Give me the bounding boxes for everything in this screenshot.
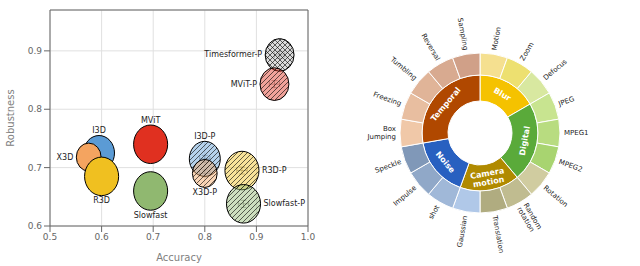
svg-text:Tumbling: Tumbling xyxy=(388,55,418,82)
svg-text:0.8: 0.8 xyxy=(28,104,43,114)
svg-text:Rotation: Rotation xyxy=(542,184,570,209)
svg-text:Freezing: Freezing xyxy=(372,90,402,108)
svg-text:JPEG: JPEG xyxy=(557,95,576,108)
svg-text:I3D-P: I3D-P xyxy=(194,132,215,141)
svg-text:0.6: 0.6 xyxy=(28,221,43,231)
svg-text:I3D: I3D xyxy=(92,126,106,135)
svg-text:X3D-P: X3D-P xyxy=(193,188,218,197)
svg-text:0.7: 0.7 xyxy=(146,232,160,242)
svg-text:MViT-P: MViT-P xyxy=(231,80,257,89)
svg-text:Slowfast-P: Slowfast-P xyxy=(264,199,306,208)
svg-text:Translation: Translation xyxy=(490,214,505,254)
svg-text:0.7: 0.7 xyxy=(28,163,42,173)
svg-text:Timesformer-P: Timesformer-P xyxy=(203,50,262,59)
svg-text:Speckle: Speckle xyxy=(374,158,402,175)
svg-text:0.5: 0.5 xyxy=(43,232,57,242)
svg-text:Motion: Motion xyxy=(491,26,503,51)
svg-text:0.6: 0.6 xyxy=(94,232,109,242)
svg-text:Zoom: Zoom xyxy=(519,41,536,63)
svg-text:MPEG1: MPEG1 xyxy=(564,129,589,137)
svg-text:Noise: Noise xyxy=(434,149,457,174)
svg-text:0.9: 0.9 xyxy=(249,232,264,242)
svg-text:Slowfast: Slowfast xyxy=(134,211,168,220)
svg-text:X3D: X3D xyxy=(57,153,74,162)
svg-text:Impulse: Impulse xyxy=(392,184,418,208)
svg-text:Cameramotion: Cameramotion xyxy=(469,166,506,189)
svg-text:Accuracy: Accuracy xyxy=(156,252,202,263)
svg-text:Gaussian: Gaussian xyxy=(456,215,469,248)
svg-text:MPEG2: MPEG2 xyxy=(558,158,584,174)
svg-text:0.9: 0.9 xyxy=(28,46,43,56)
svg-text:Randomrotation: Randomrotation xyxy=(515,202,543,235)
svg-text:R3D: R3D xyxy=(93,196,110,205)
svg-text:MViT: MViT xyxy=(141,116,160,125)
svg-text:shot: shot xyxy=(427,204,442,221)
svg-text:Blur: Blur xyxy=(492,86,513,103)
svg-text:Robustness: Robustness xyxy=(8,89,16,146)
svg-text:Defocus: Defocus xyxy=(542,57,569,82)
svg-text:Sampling: Sampling xyxy=(456,17,470,51)
svg-text:1.0: 1.0 xyxy=(301,232,316,242)
svg-text:0.8: 0.8 xyxy=(198,232,213,242)
svg-text:Reversal: Reversal xyxy=(419,32,441,62)
svg-text:BoxJumping: BoxJumping xyxy=(366,125,396,141)
svg-text:Temporal: Temporal xyxy=(429,85,463,123)
svg-text:R3D-P: R3D-P xyxy=(262,166,287,175)
svg-text:Digital: Digital xyxy=(517,125,531,156)
